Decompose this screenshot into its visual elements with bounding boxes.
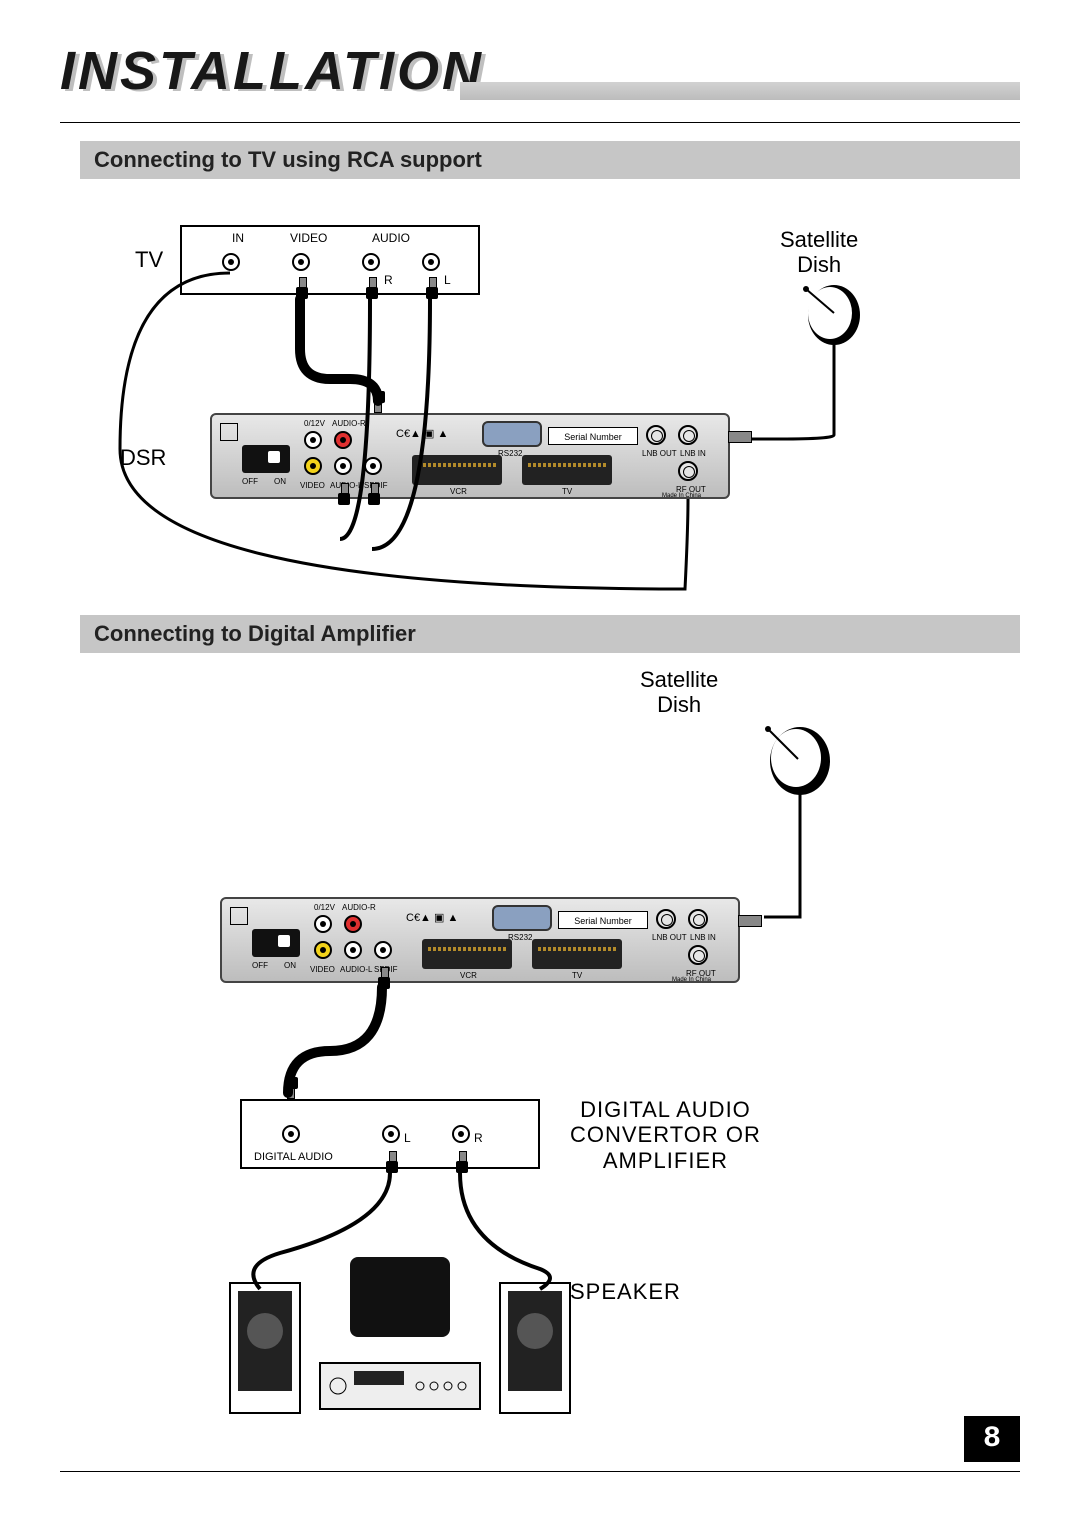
page-title: INSTALLATION: [60, 40, 484, 102]
amp-digital-jack-icon: [282, 1125, 300, 1143]
dsr-label: DSR: [120, 445, 166, 470]
tv-label: TV: [135, 247, 163, 272]
title-rule: [460, 82, 1020, 100]
lnb-out-icon: [646, 425, 666, 445]
dsr-audio-r-icon: [344, 915, 362, 933]
rf-out-icon: [678, 461, 698, 481]
on-label: ON: [274, 477, 286, 486]
power-socket-icon: [220, 423, 238, 441]
made-label: Made In China: [672, 977, 711, 983]
tv-video-jack-icon: [292, 253, 310, 271]
content-frame: Connecting to TV using RCA support TV IN…: [60, 122, 1020, 1472]
dsr-012v-icon: [314, 915, 332, 933]
plug-icon: [455, 1151, 469, 1173]
tv-box: IN VIDEO AUDIO R L: [180, 225, 480, 295]
lnb-in-icon: [678, 425, 698, 445]
diagram-amp: Satellite Dish OFF ON 0/12V AUDIO-R: [80, 653, 1020, 1453]
amp-l-jack-icon: [382, 1125, 400, 1143]
diagram-rca: TV IN VIDEO AUDIO R L Satellite Dish: [80, 179, 1020, 609]
vcr-label: VCR: [460, 971, 477, 980]
lnb-connector-icon: [728, 431, 752, 443]
tv-r-label: R: [384, 273, 393, 287]
dsr-audio-r-icon: [334, 431, 352, 449]
tv-audio-r-jack-icon: [362, 253, 380, 271]
power-switch-icon: [252, 929, 300, 957]
video-label: VIDEO: [310, 965, 335, 974]
satellite-label: Satellite Dish: [780, 227, 858, 278]
scart-tv-icon: [532, 939, 622, 969]
made-label: Made In China: [662, 493, 701, 499]
vcr-label: VCR: [450, 487, 467, 496]
serial-box: Serial Number: [558, 911, 648, 929]
tv-audio-label: AUDIO: [372, 231, 410, 245]
amp-box: L R DIGITAL AUDIO: [240, 1099, 540, 1169]
vga-port-icon: [492, 905, 552, 931]
off-label: OFF: [252, 961, 268, 970]
amp-digital-label: DIGITAL AUDIO: [254, 1151, 333, 1163]
lnb-out-icon: [656, 909, 676, 929]
video-label: VIDEO: [300, 481, 325, 490]
012v-label: 0/12V: [304, 419, 325, 428]
scart-vcr-icon: [422, 939, 512, 969]
scart-tv-icon: [522, 455, 612, 485]
dsr-panel-2: OFF ON 0/12V AUDIO-R VIDEO AUDIO-L SPDIF…: [220, 897, 740, 983]
dsr-audio-l-icon: [344, 941, 362, 959]
lnb-in-label: LNB IN: [690, 933, 716, 942]
amp-r-jack-icon: [452, 1125, 470, 1143]
plug-icon: [285, 1077, 299, 1099]
dsr-spdif-icon: [364, 457, 382, 475]
speaker-label: SPEAKER: [570, 1279, 681, 1304]
plug-icon: [372, 391, 386, 413]
lnb-out-label: LNB OUT: [652, 933, 687, 942]
section-heading-rca: Connecting to TV using RCA support: [80, 141, 1020, 179]
amp-label: DIGITAL AUDIO CONVERTOR OR AMPLIFIER: [570, 1097, 761, 1173]
dsr-panel: OFF ON 0/12V AUDIO-R VIDEO AUDIO-L SPDIF…: [210, 413, 730, 499]
scart-vcr-icon: [412, 455, 502, 485]
power-socket-icon: [230, 907, 248, 925]
amp-r-label: R: [474, 1131, 483, 1145]
tv-audio-l-jack-icon: [422, 253, 440, 271]
plug-icon: [365, 277, 379, 299]
tv-scart-label: TV: [572, 971, 582, 980]
audio-r-label: AUDIO-R: [332, 419, 366, 428]
bottom-rule: [60, 1471, 1020, 1473]
audio-r-label: AUDIO-R: [342, 903, 376, 912]
lnb-connector-icon: [738, 915, 762, 927]
wiring-amp-icon: [80, 653, 1020, 1453]
plug-icon: [385, 1151, 399, 1173]
audio-l-label: AUDIO-L: [340, 965, 372, 974]
amp-l-label: L: [404, 1131, 411, 1145]
plug-icon: [377, 967, 391, 989]
plug-icon: [295, 277, 309, 299]
012v-label: 0/12V: [314, 903, 335, 912]
rf-out-icon: [688, 945, 708, 965]
tv-scart-label: TV: [562, 487, 572, 496]
tv-rf-in-icon: [222, 253, 240, 271]
dsr-video-icon: [304, 457, 322, 475]
lnb-in-label: LNB IN: [680, 449, 706, 458]
tv-in-label: IN: [232, 231, 244, 245]
speaker-system-icon: [220, 1213, 580, 1443]
page-header: INSTALLATION INSTALLATION: [60, 40, 1020, 110]
vga-port-icon: [482, 421, 542, 447]
plug-icon: [337, 483, 351, 505]
on-label: ON: [284, 961, 296, 970]
dsr-012v-icon: [304, 431, 322, 449]
tv-l-label: L: [444, 273, 451, 287]
power-switch-icon: [242, 445, 290, 473]
section-heading-amp: Connecting to Digital Amplifier: [80, 615, 1020, 653]
serial-box: Serial Number: [548, 427, 638, 445]
manual-page: INSTALLATION INSTALLATION Connecting to …: [0, 0, 1080, 1532]
dsr-spdif-icon: [374, 941, 392, 959]
dsr-video-icon: [314, 941, 332, 959]
lnb-out-label: LNB OUT: [642, 449, 677, 458]
page-number: 8: [964, 1416, 1020, 1462]
satellite-label-2: Satellite Dish: [640, 667, 718, 718]
plug-icon: [425, 277, 439, 299]
plug-icon: [367, 483, 381, 505]
off-label: OFF: [242, 477, 258, 486]
dsr-audio-l-icon: [334, 457, 352, 475]
lnb-in-icon: [688, 909, 708, 929]
tv-video-label: VIDEO: [290, 231, 327, 245]
